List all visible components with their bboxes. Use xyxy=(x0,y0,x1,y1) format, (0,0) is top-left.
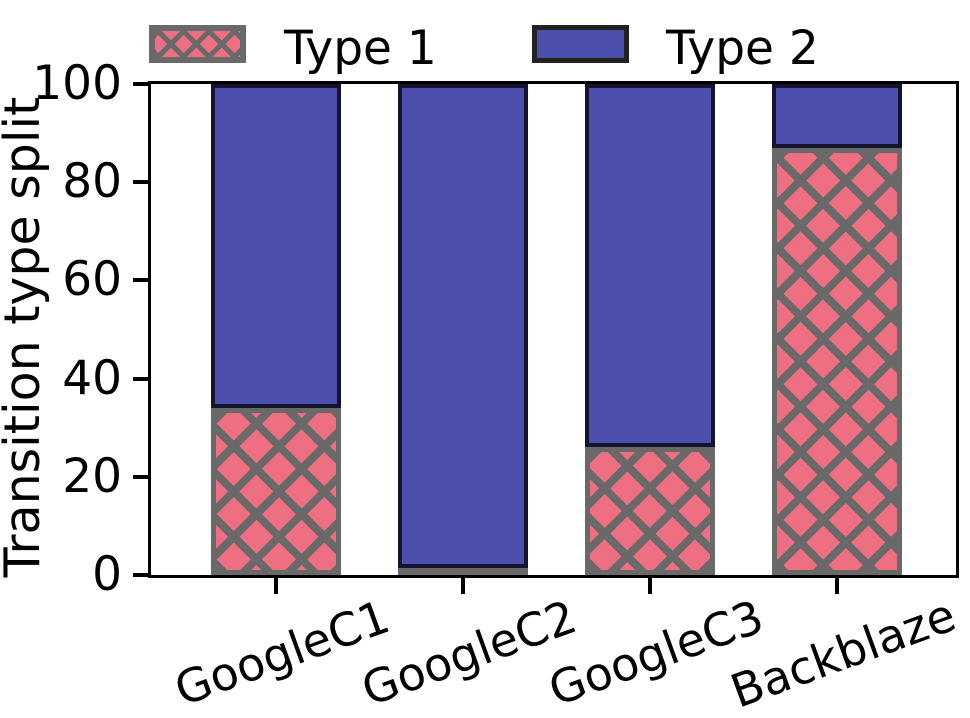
y-tick-label-20: 20 xyxy=(62,448,122,504)
x-tick-mark-googlec2 xyxy=(461,578,465,594)
bar-segment-type2-backblaze xyxy=(772,84,902,148)
y-tick-label-40: 40 xyxy=(62,350,122,406)
bar-segment-type1-googlec1 xyxy=(211,408,341,575)
bar-segment-type1-googlec2 xyxy=(398,567,528,578)
x-tick-label-backblaze: Backblaze xyxy=(723,587,963,718)
y-axis-title: Transition type split xyxy=(0,96,51,578)
bar-segment-type2-googlec3 xyxy=(585,84,715,448)
y-tick-mark-80 xyxy=(133,180,148,185)
y-tick-mark-20 xyxy=(133,474,148,479)
y-tick-mark-40 xyxy=(133,376,148,381)
x-tick-mark-backblaze xyxy=(835,578,839,594)
x-tick-label-googlec1: GoogleC1 xyxy=(167,589,397,717)
x-tick-mark-googlec3 xyxy=(648,578,652,594)
y-tick-label-80: 80 xyxy=(62,154,122,210)
y-tick-label-100: 100 xyxy=(32,56,122,111)
y-tick-label-60: 60 xyxy=(62,252,122,308)
legend-label-type-1: Type 1 xyxy=(284,21,437,76)
legend-swatch-type-2 xyxy=(532,25,629,63)
bar-segment-type2-googlec1 xyxy=(211,84,341,409)
y-tick-mark-100 xyxy=(133,82,148,86)
y-tick-mark-0 xyxy=(133,573,148,577)
legend-label-type-2: Type 2 xyxy=(666,21,819,76)
y-tick-mark-60 xyxy=(133,278,148,283)
bar-segment-type2-googlec2 xyxy=(398,84,528,568)
x-tick-mark-googlec1 xyxy=(274,578,278,594)
x-tick-label-googlec2: GoogleC2 xyxy=(354,589,584,717)
bar-segment-type1-googlec3 xyxy=(585,447,715,575)
y-tick-label-0: 0 xyxy=(92,547,122,602)
legend-swatch-type-1 xyxy=(149,25,246,63)
bar-segment-type1-backblaze xyxy=(772,147,902,575)
